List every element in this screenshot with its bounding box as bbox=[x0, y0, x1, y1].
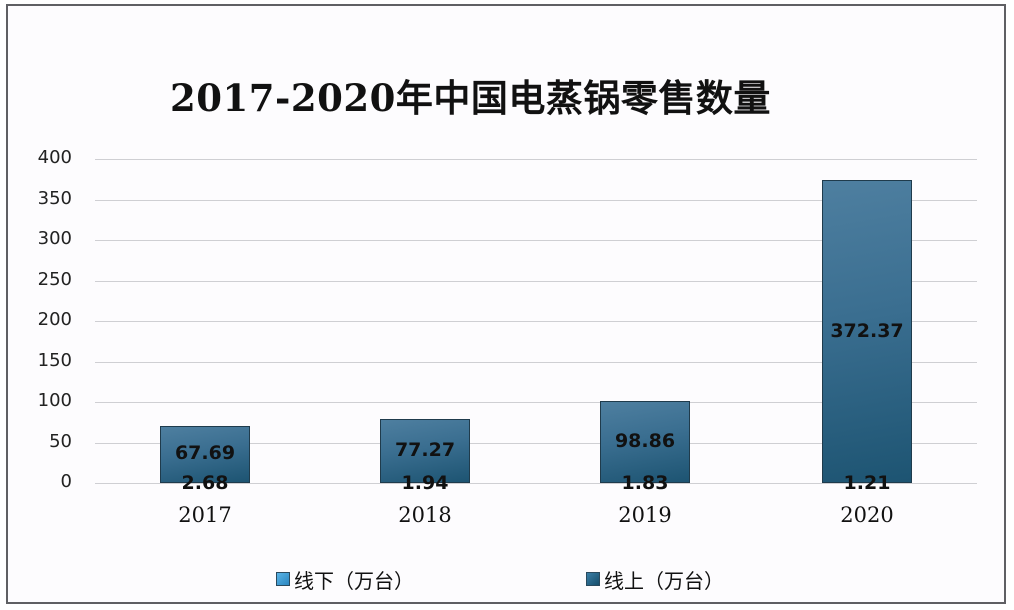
bar-value-offline: 67.69 bbox=[174, 442, 236, 465]
legend-swatch-offline-icon bbox=[276, 572, 290, 586]
gridline bbox=[95, 281, 977, 282]
x-tick-label: 2020 bbox=[840, 503, 894, 527]
legend-label-online: 线上（万台） bbox=[604, 568, 724, 593]
x-tick-label: 2017 bbox=[178, 503, 232, 527]
gridline bbox=[95, 443, 977, 444]
bar-2018 bbox=[380, 418, 470, 483]
bar-2017 bbox=[160, 426, 250, 483]
bar-value-offline: 372.37 bbox=[830, 320, 904, 343]
gridline bbox=[95, 240, 977, 241]
y-tick-label: 100 bbox=[37, 390, 72, 411]
legend-swatch-online-icon bbox=[586, 572, 600, 586]
gridline bbox=[95, 159, 977, 160]
y-tick-label: 200 bbox=[37, 309, 72, 330]
chart-title: 2017-2020年中国电蒸锅零售数量 bbox=[170, 76, 771, 120]
legend-item-offline: 线下（万台） bbox=[276, 566, 414, 593]
gridline bbox=[95, 402, 977, 403]
y-tick-label: 250 bbox=[37, 268, 72, 290]
legend-item-online: 线上（万台） bbox=[586, 566, 724, 593]
y-tick-label: 0 bbox=[60, 471, 72, 492]
y-tick-label: 400 bbox=[37, 147, 72, 168]
bar-value-online: 1.21 bbox=[843, 472, 891, 494]
gridline bbox=[95, 362, 977, 363]
y-tick-label: 50 bbox=[49, 430, 72, 452]
bar-value-offline: 77.27 bbox=[394, 439, 456, 462]
bar-value-online: 1.94 bbox=[401, 472, 449, 494]
y-tick-label: 350 bbox=[37, 187, 72, 209]
gridline bbox=[95, 200, 977, 201]
legend-label-offline: 线下（万台） bbox=[294, 568, 414, 593]
x-tick-label: 2019 bbox=[618, 503, 672, 527]
bar-2019 bbox=[600, 401, 690, 483]
bar-value-offline: 98.86 bbox=[614, 430, 676, 453]
y-tick-label: 150 bbox=[37, 349, 72, 371]
x-tick-label: 2018 bbox=[398, 503, 452, 527]
bar-value-online: 1.83 bbox=[621, 472, 669, 494]
bar-value-online: 2.68 bbox=[181, 472, 229, 494]
gridline bbox=[95, 321, 977, 322]
bar-2020 bbox=[822, 180, 912, 483]
gridline bbox=[95, 483, 977, 484]
y-tick-label: 300 bbox=[37, 228, 72, 249]
